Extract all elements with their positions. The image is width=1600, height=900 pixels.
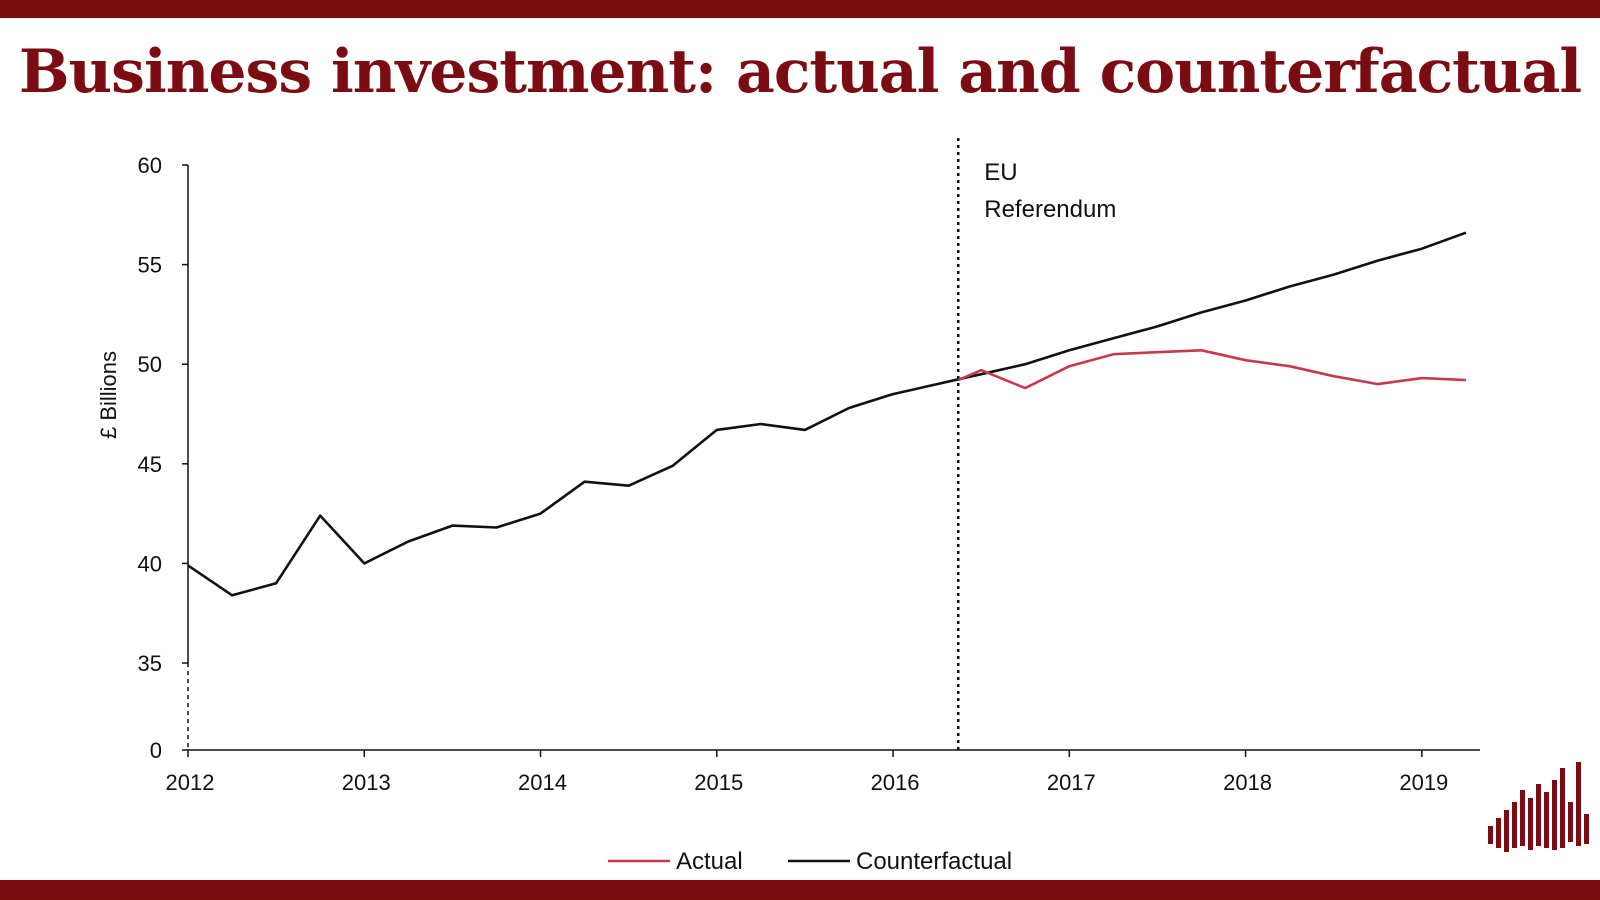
x-tick-label: 2017 [1047, 770, 1096, 795]
x-tick-label: 2019 [1399, 770, 1448, 795]
eu-referendum-label-line1: EU [984, 159, 1017, 186]
top-brand-bar [0, 0, 1600, 18]
y-tick-label: 35 [138, 651, 162, 676]
chart-legend: Actual Counterfactual [608, 848, 1012, 875]
chart-axes [187, 165, 1480, 751]
x-tick-label: 2014 [518, 770, 567, 795]
legend-label-actual: Actual [676, 848, 743, 875]
y-axis-ticks: 0 35 40 45 50 55 60 [138, 153, 188, 763]
x-tick-label: 2016 [871, 770, 920, 795]
legend-label-counterfactual: Counterfactual [856, 848, 1012, 875]
chart-series [187, 231, 1467, 597]
x-tick-label: 2013 [342, 770, 391, 795]
series-line-counterfactual [187, 231, 1467, 597]
x-tick-label: 2015 [694, 770, 743, 795]
y-tick-label: 60 [138, 153, 162, 178]
eu-referendum-label-line2: Referendum [984, 196, 1116, 223]
bottom-brand-bar [0, 880, 1600, 900]
bar-waveform-logo-icon [1488, 762, 1589, 852]
y-tick-label: 0 [150, 738, 162, 763]
y-tick-label: 50 [138, 352, 162, 377]
y-tick-label: 40 [138, 551, 162, 576]
y-tick-label: 55 [138, 253, 162, 278]
y-axis-label: £ Billions [96, 351, 121, 439]
x-tick-label: 2018 [1223, 770, 1272, 795]
series-line-actual [957, 349, 1466, 390]
x-axis-ticks: 2012 2013 2014 2015 2016 2017 2018 2019 [166, 750, 1448, 795]
y-tick-label: 45 [138, 452, 162, 477]
x-tick-label: 2012 [166, 770, 215, 795]
page-title: Business investment: actual and counterf… [18, 37, 1582, 107]
